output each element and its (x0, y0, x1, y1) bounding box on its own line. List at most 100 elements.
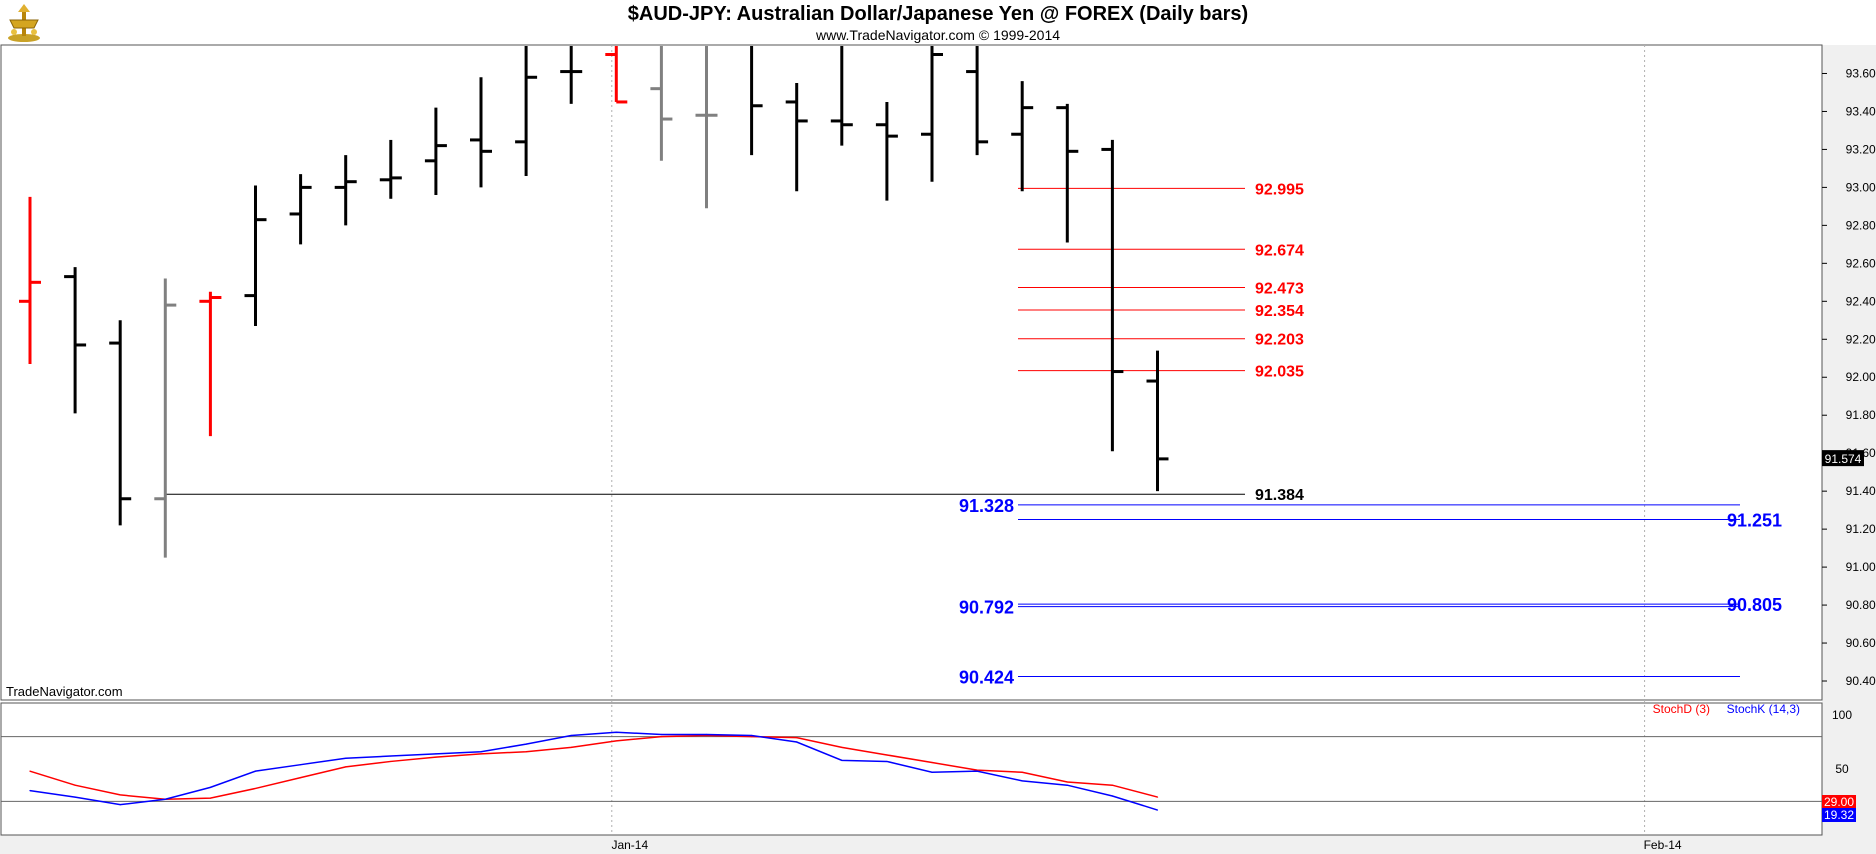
y-tick-label: 91.200 (1846, 522, 1876, 536)
stoch-point (254, 770, 257, 772)
price-bar (1011, 81, 1034, 192)
price-bar (750, 46, 763, 156)
stoch-line-1 (29, 731, 1158, 811)
fib-level-label: 92.203 (1255, 332, 1304, 349)
trade-navigator-logo-icon (4, 2, 44, 44)
y-tick-label: 93.200 (1846, 142, 1876, 156)
stoch-point (1066, 781, 1068, 783)
stoch-point (705, 734, 708, 737)
price-bar (424, 107, 447, 195)
stoch-point (435, 756, 437, 758)
fib-level-label: 92.354 (1255, 303, 1304, 320)
y-tick-label: 91.400 (1846, 484, 1876, 498)
price-bar (650, 46, 673, 161)
stoch-point (1111, 795, 1113, 797)
stoch-point (1021, 780, 1023, 782)
target-level-label: 91.328 (959, 496, 1014, 516)
price-bar (921, 46, 943, 182)
price-bars (19, 46, 1169, 558)
x-tick-label: Jan-14 (611, 838, 648, 852)
stoch-point (660, 736, 663, 738)
x-axis: Jan-14 Feb-14 (611, 838, 1681, 852)
target-level-label: 91.251 (1727, 510, 1782, 530)
stoch-point (435, 753, 437, 755)
level-lines (165, 187, 1740, 677)
stoch-point (976, 770, 978, 772)
price-bar (1056, 103, 1079, 243)
target-level-label: 90.792 (959, 598, 1014, 618)
stoch-panel-border (0, 702, 1823, 836)
stoch-line-0 (29, 734, 1158, 800)
price-bar (379, 139, 402, 199)
stoch-point (841, 759, 843, 761)
price-bar (695, 46, 718, 209)
stoch-point (886, 754, 888, 756)
stoch-point (254, 787, 257, 790)
legend-stochd: StochD (3) (1653, 702, 1710, 716)
stoch-point (300, 764, 302, 766)
price-bar (830, 46, 853, 146)
y-tick-label: 92.000 (1846, 370, 1876, 384)
stoch-point (615, 740, 617, 742)
price-bar (605, 46, 628, 104)
chart-subtitle: www.TradeNavigator.com © 1999-2014 (815, 27, 1061, 43)
stoch-last-box-0 (1822, 795, 1856, 809)
target-level-label: 90.805 (1727, 595, 1782, 615)
y-tick-label: 91.000 (1846, 560, 1876, 574)
y-tick-label: 93.400 (1846, 104, 1876, 118)
stoch-point (1111, 784, 1113, 786)
price-panel-border (0, 44, 1823, 701)
y-tick-label: 90.800 (1846, 598, 1876, 612)
stoch-point (570, 734, 572, 737)
stoch-point (390, 755, 392, 757)
y-tick-label: 92.400 (1846, 294, 1876, 308)
y-tick-label: 91.800 (1846, 408, 1876, 422)
price-bar (1101, 139, 1124, 452)
stoch-point (931, 761, 933, 764)
price-bar (1146, 350, 1169, 492)
stoch-point (209, 786, 211, 788)
stoch-last-box-1 (1822, 808, 1856, 822)
price-bar (785, 82, 808, 192)
fib-level-label: 92.473 (1255, 280, 1304, 297)
stoch-point (1156, 796, 1159, 798)
stoch-point (705, 733, 708, 736)
y-tick-label: 92.600 (1846, 256, 1876, 270)
stoch-point (525, 743, 527, 745)
stoch-last-label: 19.32 (1824, 808, 1854, 822)
level-labels: 91.384 92.995 92.674 92.473 92.354 92.203 92.0… (959, 181, 1782, 687)
axis-background (1822, 45, 1876, 854)
stoch-point (209, 797, 211, 799)
watermark: TradeNavigator.com (6, 684, 123, 699)
price-bar (19, 196, 41, 364)
stoch-point (751, 734, 753, 737)
y-tick-label: 92.200 (1846, 332, 1876, 346)
stoch-point (1066, 784, 1068, 786)
stoch-point (29, 770, 31, 772)
stoch-point (119, 804, 121, 806)
stoch-point (480, 753, 482, 755)
fib-level-label: 92.035 (1255, 364, 1304, 381)
price-bar (199, 291, 222, 437)
stoch-point (525, 751, 527, 753)
stoch-point (480, 751, 482, 753)
legend-stochk: StochK (14,3) (1727, 702, 1800, 716)
stoch-y-tick-label: 100 (1832, 708, 1852, 722)
x-axis-background (0, 835, 1876, 854)
stochastic-lines (29, 731, 1159, 811)
y-tick-label: 92.800 (1846, 218, 1876, 232)
grid (1, 45, 1822, 835)
y-tick-label: 93.000 (1846, 180, 1876, 194)
price-bar (289, 174, 312, 245)
price-bar (64, 267, 87, 414)
price-bar (515, 46, 538, 176)
y-axis: 93.600 93.400 93.200 93.000 92.800 92.600 92.4… (1822, 66, 1876, 822)
stoch-point (976, 769, 978, 771)
stoch-point (796, 741, 798, 743)
stoch-point (300, 777, 302, 779)
chart-title: $AUD-JPY: Australian Dollar/Japanese Yen… (627, 3, 1249, 25)
stoch-point (660, 733, 663, 736)
stoch-point (931, 771, 933, 773)
